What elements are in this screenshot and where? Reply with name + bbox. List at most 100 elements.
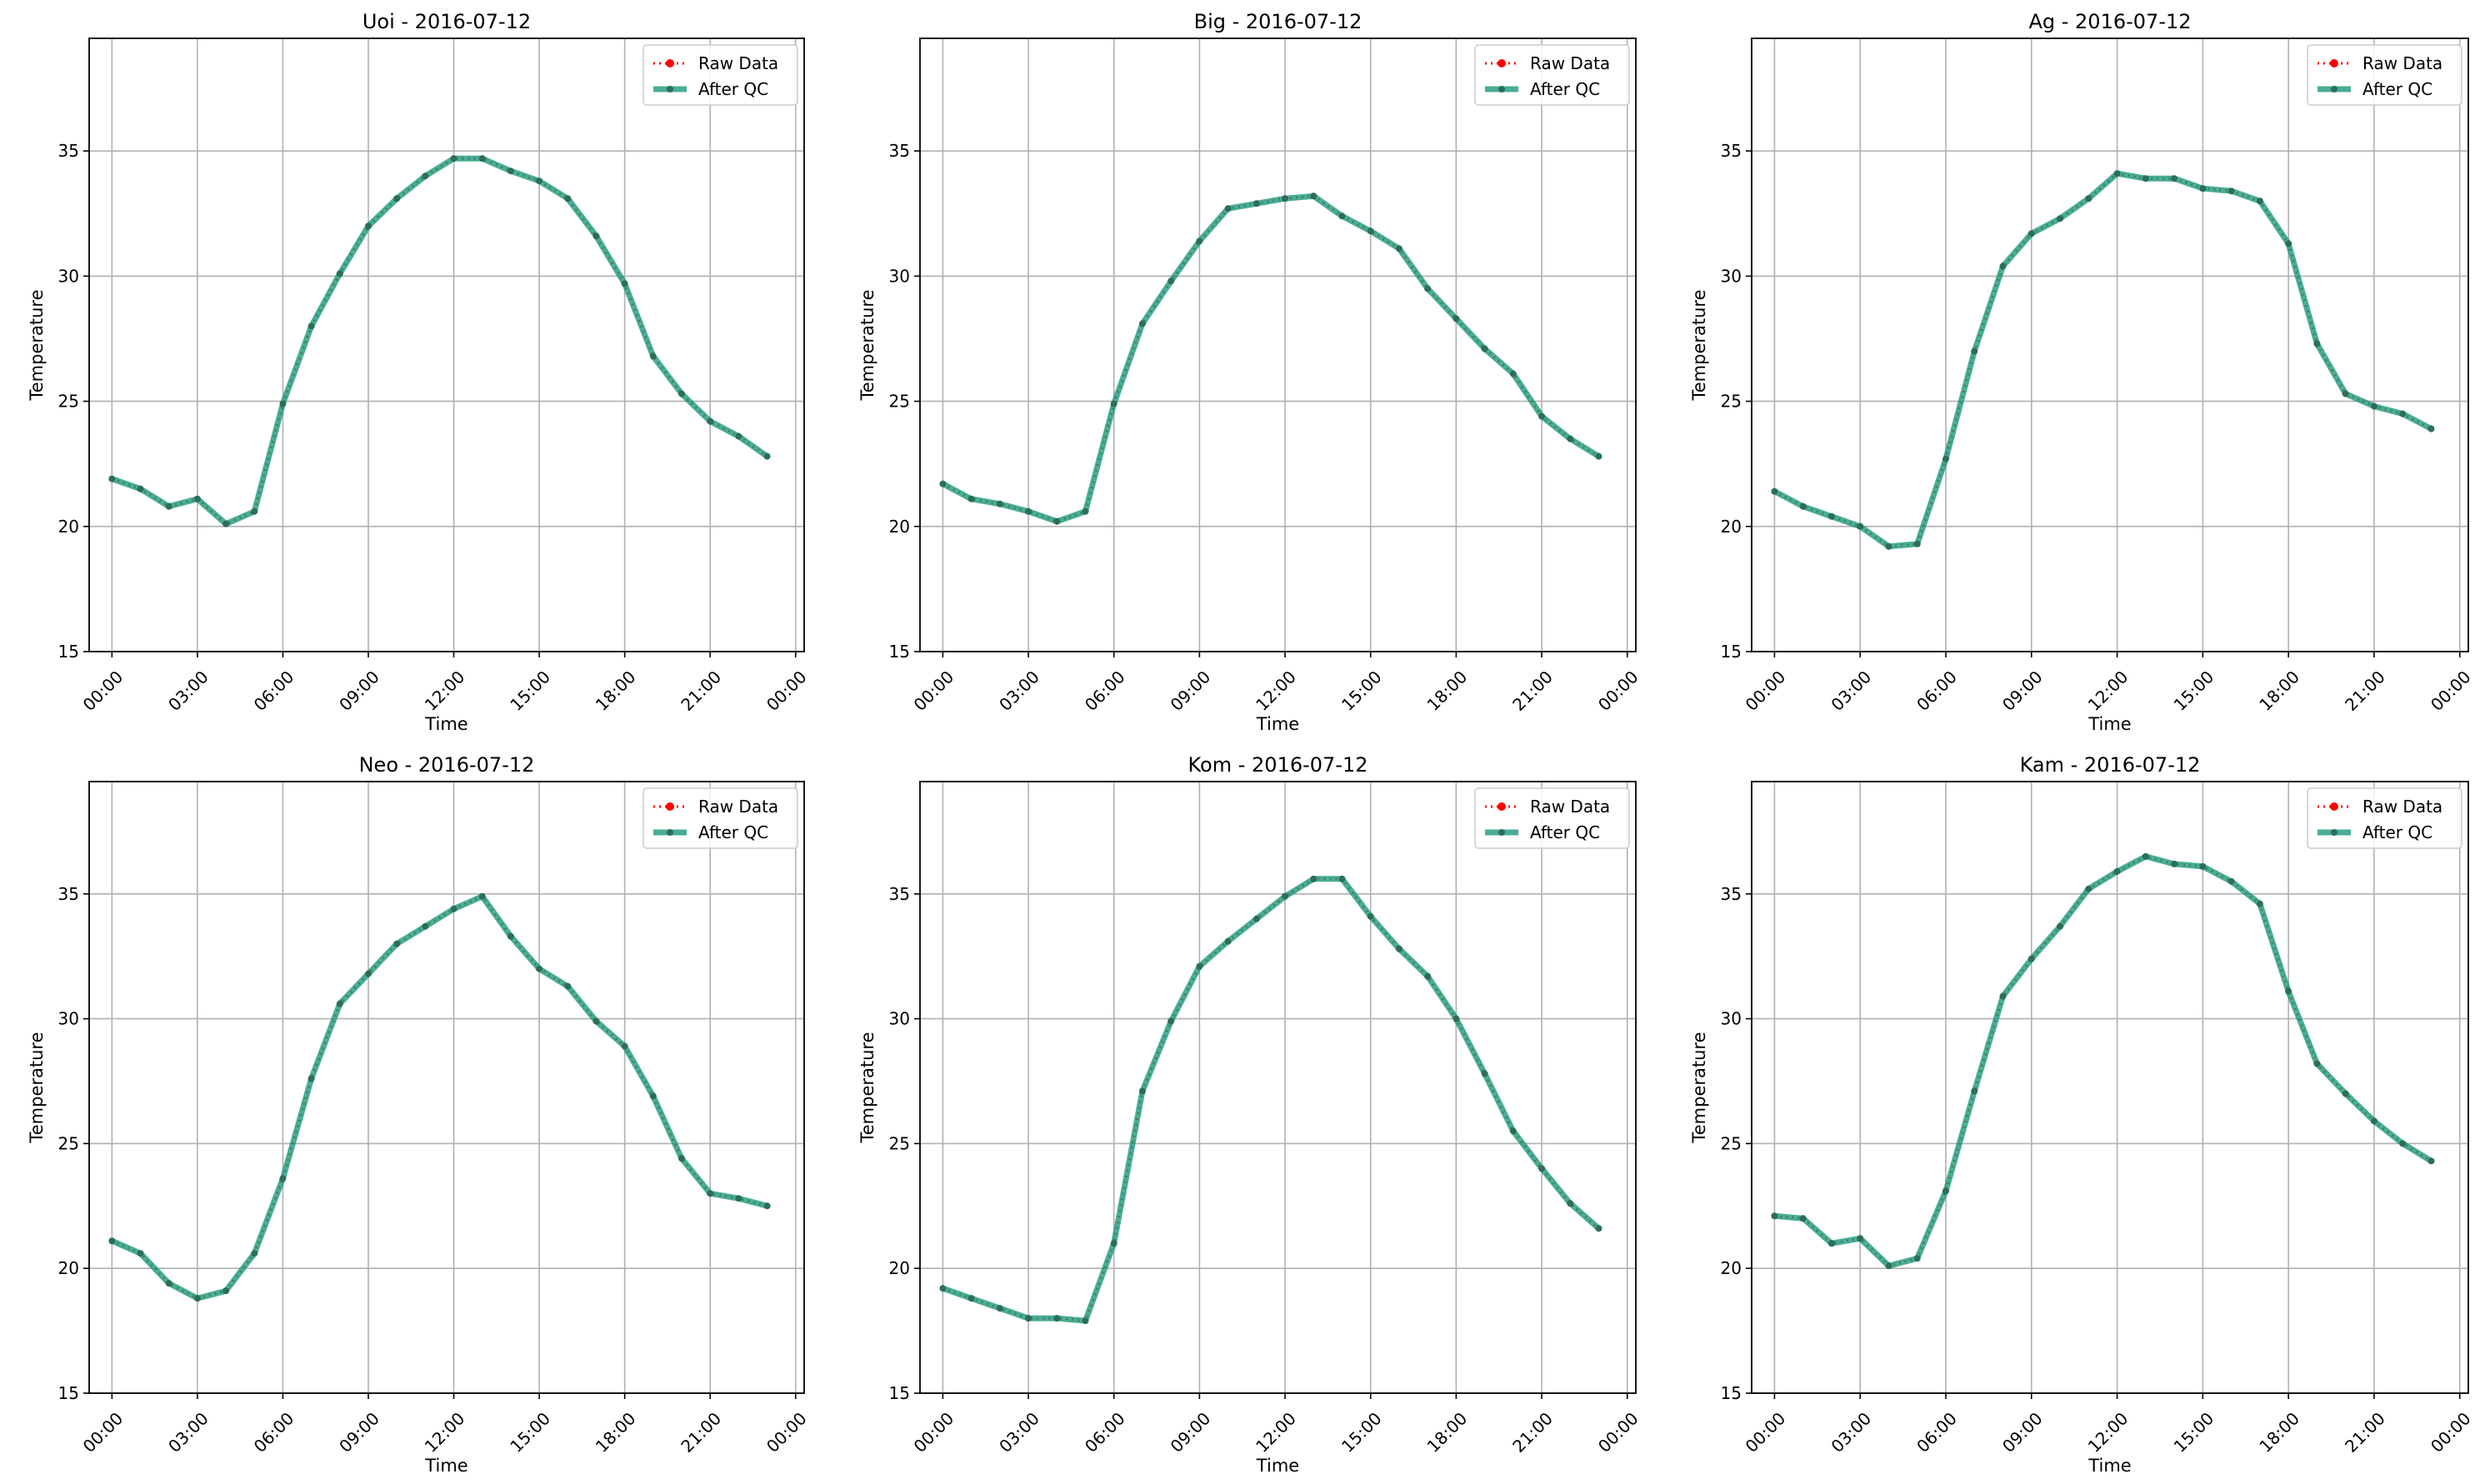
legend-raw-marker [666,802,674,811]
data-point [1138,320,1146,327]
data-point [1799,502,1807,510]
x-tick-label: 18:00 [2255,667,2303,715]
data-point [393,940,401,947]
series-raw-line [1774,855,2432,1267]
data-point [2256,197,2263,205]
data-point [2370,402,2378,410]
axes-frame [919,781,1637,1394]
data-point [1395,245,1402,252]
y-tick-label: 20 [889,517,910,537]
legend-qc-marker [1498,86,1505,92]
x-tick-label: 00:00 [762,667,811,715]
y-tick-label: 15 [1721,1383,1742,1403]
y-tick-label: 25 [58,1133,79,1153]
data-point [2428,1157,2435,1165]
data-point [1025,1315,1032,1322]
data-point [1025,507,1032,515]
data-point [1595,452,1602,460]
subplot-4: 00:00 03:00 06:00 09:00 12:00 15:00 18:00 21:00… [27,753,811,1476]
legend-qc-label: After QC [698,822,768,842]
x-axis-label: Time [1256,714,1299,734]
x-tick-label: 03:00 [1827,1408,1875,1457]
x-tick-label: 18:00 [1423,1408,1472,1457]
data-point [2113,867,2121,875]
data-point [1367,912,1374,920]
y-tick-label: 20 [58,1258,79,1278]
series-qc-line [111,155,769,527]
legend-raw-label: Raw Data [2362,797,2442,817]
data-point [1971,1087,1978,1095]
chart-title: Uoi - 2016-07-12 [362,10,531,33]
data-point [2057,922,2064,930]
axes-frame [919,37,1637,652]
legend-qc-marker [667,829,673,836]
data-point [279,400,287,407]
data-point [1138,1087,1146,1095]
x-tick-label: 06:00 [1081,1408,1129,1457]
x-tick-label: 09:00 [1167,667,1215,715]
data-point [2142,175,2149,182]
axes-frame [1751,37,2469,652]
x-tick-label: 00:00 [910,1408,958,1457]
y-tick-label: 15 [58,642,79,662]
data-point [649,352,657,360]
legend-qc-label: After QC [2362,79,2432,99]
legend: Raw Data After QC [1474,787,1630,849]
x-tick-label: 03:00 [1827,667,1875,715]
data-point [1367,227,1374,235]
x-tick-label: 09:00 [1167,1408,1215,1457]
legend-qc-label: After QC [698,79,768,99]
data-point [2085,195,2092,202]
data-point [108,475,116,482]
y-tick-label: 30 [58,266,79,286]
data-point [1110,400,1118,407]
data-point [2113,170,2121,177]
data-point [1452,315,1460,322]
subplot-1: 00:00 03:00 06:00 09:00 12:00 15:00 18:00 21:00… [27,10,811,734]
x-axis-label: Time [2088,1456,2131,1476]
x-tick-label: 09:00 [335,667,383,715]
data-point [564,195,572,202]
data-point [1481,1070,1488,1077]
data-point [1857,522,1864,530]
data-point [763,452,771,460]
data-point [422,172,429,180]
legend-raw-label: Raw Data [2362,53,2442,73]
data-point [564,982,572,990]
y-tick-label: 35 [1721,884,1742,904]
data-point [1595,1225,1602,1232]
legend-qc-label: After QC [1530,79,1600,99]
data-point [649,1092,657,1100]
data-point [763,1202,771,1210]
data-point [1252,200,1260,207]
data-point [2142,852,2149,860]
x-tick-label: 12:00 [2084,667,2132,715]
data-point [393,195,401,202]
x-tick-label: 00:00 [1594,1408,1642,1457]
x-tick-label: 12:00 [421,667,469,715]
data-point [2399,1140,2407,1147]
y-axis-label: Temperature [27,289,47,401]
series-raw-line [111,894,768,1300]
data-point [939,480,947,487]
data-point [478,892,486,900]
legend-qc-label: After QC [1530,822,1600,842]
data-point [1567,1200,1574,1207]
data-point [996,1305,1003,1312]
data-point [1110,1240,1118,1247]
x-tick-label: 06:00 [1912,667,1961,715]
data-point [2285,987,2292,995]
legend: Raw Data After QC [2307,44,2462,106]
data-point [621,280,628,287]
legend-qc-marker [2331,829,2338,836]
x-tick-label: 06:00 [250,667,298,715]
x-axis-label: Time [424,714,468,734]
data-point [1971,347,1978,355]
data-point [251,1250,258,1257]
x-tick-label: 09:00 [1998,667,2047,715]
series-qc-line [941,192,1601,525]
data-point [707,417,714,425]
data-point [1082,507,1089,515]
data-point [1224,937,1232,945]
y-tick-label: 30 [1721,266,1742,286]
